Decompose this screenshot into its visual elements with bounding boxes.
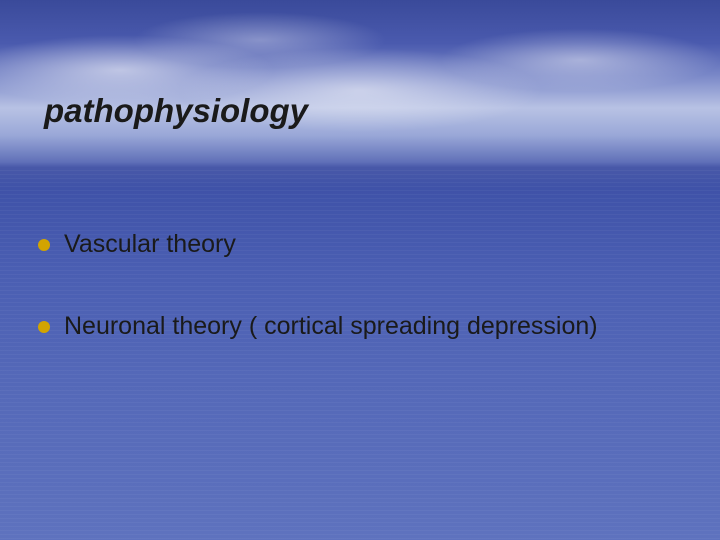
bullet-text: Neuronal theory ( cortical spreading dep… bbox=[64, 312, 598, 341]
bullet-dot-icon bbox=[38, 321, 50, 333]
bullet-item-1: Vascular theory bbox=[38, 230, 236, 259]
bullet-item-2: Neuronal theory ( cortical spreading dep… bbox=[38, 312, 598, 341]
slide: pathophysiology Vascular theory Neuronal… bbox=[0, 0, 720, 540]
bullet-dot-icon bbox=[38, 239, 50, 251]
slide-title: pathophysiology bbox=[44, 92, 308, 130]
water-texture bbox=[0, 170, 720, 540]
bullet-text: Vascular theory bbox=[64, 230, 236, 259]
sky-clouds bbox=[0, 0, 720, 170]
